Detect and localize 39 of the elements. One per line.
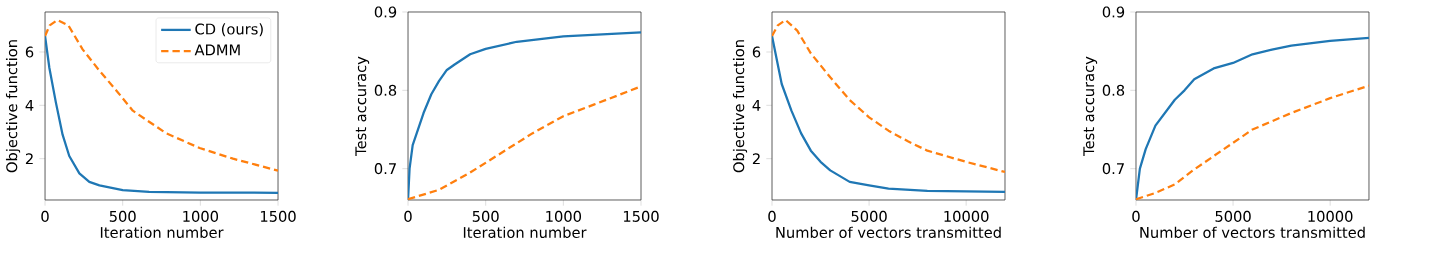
x-tick-label: 1500 bbox=[260, 210, 296, 222]
x-tick-label: 1000 bbox=[183, 210, 219, 222]
y-axis-title: Test accuracy bbox=[1083, 56, 1098, 156]
x-tick-label: 5000 bbox=[1215, 210, 1251, 222]
x-tick-label: 1500 bbox=[623, 210, 659, 222]
x-tick-label: 500 bbox=[472, 210, 499, 222]
legend-label: CD (ours) bbox=[195, 23, 263, 37]
x-tick-label: 10000 bbox=[1308, 210, 1353, 222]
y-axis-title: Objective function bbox=[5, 40, 21, 173]
y-tick-label: 0.7 bbox=[374, 163, 396, 175]
y-tick-label: 4 bbox=[25, 99, 34, 111]
line-series bbox=[1135, 36, 1369, 200]
legend-label: ADMM bbox=[194, 44, 240, 56]
x-axis-title: Iteration number bbox=[100, 226, 224, 238]
x-axis-title: Iteration number bbox=[463, 226, 587, 238]
y-tick-label: 4 bbox=[752, 99, 761, 111]
y-tick-label: 6 bbox=[25, 46, 34, 58]
line-series bbox=[772, 18, 1005, 174]
x-tick-label: 0 bbox=[1132, 210, 1140, 222]
x-axis-title: Number of vectors transmitted bbox=[776, 226, 1001, 238]
y-axis-title: Test accuracy bbox=[355, 56, 370, 156]
line-series bbox=[45, 18, 279, 172]
x-tick-label: 0 bbox=[404, 210, 412, 222]
y-axis-title: Objective function bbox=[732, 40, 748, 173]
y-tick-label: 0.8 bbox=[1102, 84, 1125, 96]
y-tick-label: 2 bbox=[25, 153, 33, 165]
x-tick-label: 0 bbox=[41, 210, 49, 222]
x-tick-label: 5000 bbox=[851, 210, 887, 222]
y-tick-label: 0.9 bbox=[374, 6, 397, 18]
y-tick-label: 0.7 bbox=[1102, 163, 1124, 175]
x-axis-title: Number of vectors transmitted bbox=[1140, 226, 1365, 238]
x-tick-label: 0 bbox=[768, 210, 776, 222]
x-tick-label: 500 bbox=[109, 210, 136, 222]
x-tick-label: 10000 bbox=[944, 210, 989, 222]
y-tick-label: 0.8 bbox=[374, 84, 397, 96]
y-tick-label: 2 bbox=[752, 153, 760, 165]
y-tick-label: 0.9 bbox=[1102, 6, 1125, 18]
y-tick-label: 6 bbox=[752, 46, 761, 58]
x-tick-label: 1000 bbox=[546, 210, 582, 222]
